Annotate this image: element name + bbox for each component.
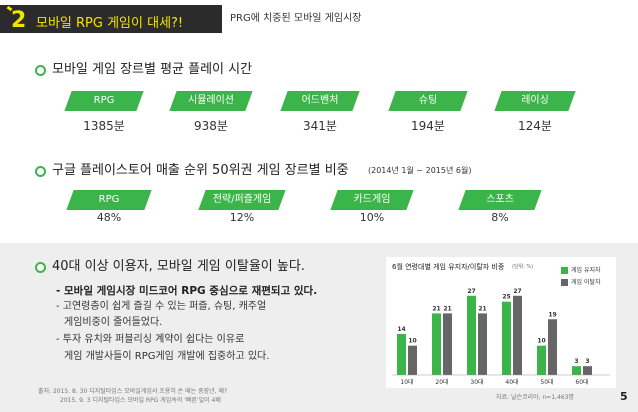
genre-pill: RPG [66,190,152,210]
source-note: 출처: 2015. 8. 30 디지털타임스 모바일게임서 조용히 손 떼는 중… [38,388,228,395]
age-churn-chart: 6월 연령대별 게임 유지자/이탈자 비중 (단위: %) 게임 유지자 게임 … [386,257,616,388]
chart-data-label: 25 [502,294,510,301]
genre-pill: RPG [64,91,144,111]
chart-bar [548,319,557,375]
chart-bar [443,313,452,375]
chart-bar [397,333,406,375]
chart-data-label: 27 [467,288,475,295]
section2-title: 구글 플레이스토어 매출 순위 50위권 게임 장르별 비중 [52,163,349,178]
chart-data-label: 10 [408,338,416,345]
genre-pill: 시뮬레이션 [169,91,253,111]
chart-bar [467,295,476,375]
section3-lead: - 모바일 게임시장 미드코어 RPG 중심으로 재편되고 있다. [56,285,318,297]
genre-pill: 슈팅 [388,91,468,111]
chart-bar [478,313,487,375]
page-subtitle: PRG에 치중된 모바일 게임시장 [230,13,362,24]
chart-data-label: 14 [397,326,405,333]
genre-value: 341분 [303,119,337,133]
section3-line: 게임 개발사들이 RPG게임 개발에 집중하고 있다. [64,351,270,362]
genre-value: 1385분 [83,119,125,133]
chart-bar [502,301,511,375]
chart-source: 자료: 날슨코리아, n=1,463명 [496,394,574,401]
source-note: 2015. 9. 3 디지털타임스 모바일 RPG 게임속의 '빠른'일이 4배 [60,397,221,404]
legend-label-churned: 게임 이탈자 [571,279,601,286]
genre-share: 48% [96,211,122,224]
header-tab: 2 모바일 RPG 게임이 대세?! [0,5,222,33]
page-number: 5 [620,390,628,403]
genre-pill: 스포츠 [458,190,542,210]
genre-pill: 레이싱 [494,91,576,111]
chart-data-label: 27 [513,288,521,295]
chart-category-label: 50대 [540,378,553,386]
legend-swatch-churned [561,279,568,286]
section3-line: 게임비중이 줄어들었다. [64,317,163,328]
chart-category-label: 60대 [575,378,588,386]
legend-label-retained: 게임 유지자 [571,267,601,274]
chart-data-label: 3 [574,358,578,365]
chart-data-label: 21 [443,305,451,312]
genre-value: 194분 [411,119,445,133]
chart-data-label: 19 [548,311,556,318]
chart-category-label: 40대 [505,378,518,386]
chart-title: 6월 연령대별 게임 유지자/이탈자 비중 [392,263,505,271]
section3-line: - 고연령층이 쉽게 즐길 수 있는 퍼즐, 슈팅, 캐주얼 [56,301,267,312]
section-number: 2 [11,8,27,33]
chart-category-label: 30대 [470,378,483,386]
chart-data-label: 21 [432,305,440,312]
chart-bar [583,366,592,375]
legend-swatch-retained [561,267,568,274]
section2-period: (2014년 1월 ~ 2015년 6월) [368,166,472,175]
chart-bar [513,295,522,375]
genre-pill: 전략/퍼즐게임 [198,190,286,210]
chart-category-label: 20대 [435,378,448,386]
chart-data-label: 10 [537,338,545,345]
circle-bullet-icon [35,262,46,273]
circle-bullet-icon [35,65,46,76]
chart-unit: (단위: %) [512,264,534,270]
section3-line: - 투자 유치와 퍼블리싱 계약이 쉽다는 이유로 [56,334,245,345]
genre-value: 124분 [518,119,552,133]
genre-share: 10% [359,211,385,224]
chart-data-label: 3 [585,358,589,365]
page-title: 모바일 RPG 게임이 대세?! [36,16,184,31]
genre-share: 8% [491,211,509,224]
section3-title: 40대 이상 이용자, 모바일 게임 이탈율이 높다. [52,259,305,274]
chart-bar [572,366,581,375]
genre-pill: 카드게임 [330,190,414,210]
genre-pill: 어드벤처 [280,91,360,111]
chart-bar [408,345,417,375]
chart-bar [537,345,546,375]
genre-value: 938분 [194,119,228,133]
section1-title: 모바일 게임 장르별 평균 플레이 시간 [52,62,253,77]
genre-share: 12% [229,211,255,224]
chart-category-label: 10대 [400,378,413,386]
chart-data-label: 21 [478,305,486,312]
circle-bullet-icon [35,166,46,177]
chart-bar [432,313,441,375]
